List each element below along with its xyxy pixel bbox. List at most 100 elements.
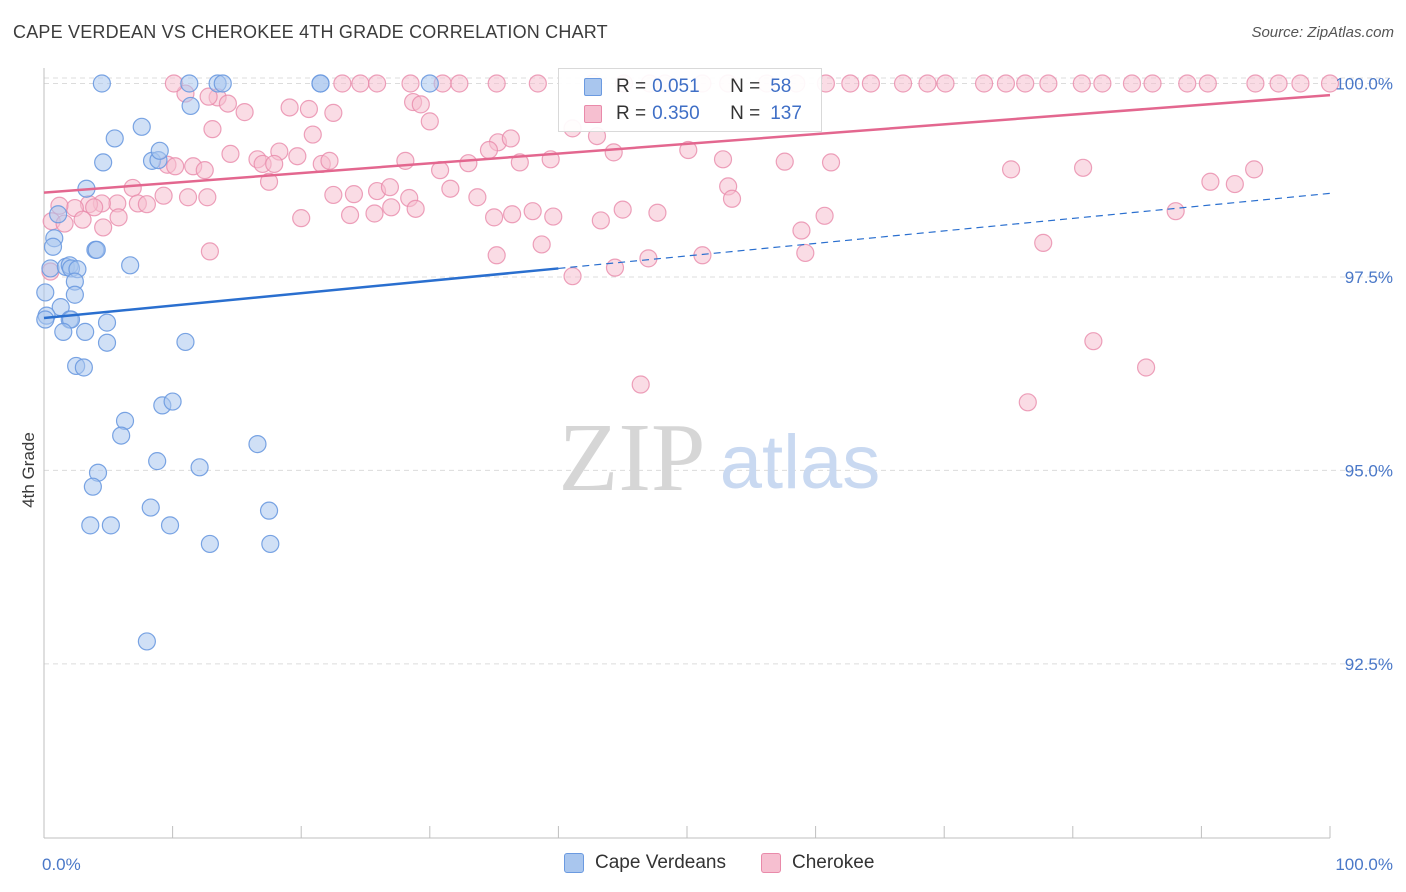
cherokee-point xyxy=(841,74,860,93)
cherokee-point xyxy=(974,74,994,93)
cherokee-point xyxy=(1143,74,1162,93)
cherokee-point xyxy=(411,95,430,114)
cherokee-point xyxy=(479,140,499,160)
cape-verdean-point xyxy=(101,516,120,535)
cape-verdean-point xyxy=(150,141,169,160)
cherokee-point xyxy=(679,140,698,160)
cherokee-point xyxy=(501,129,520,148)
cherokee-point xyxy=(109,208,128,227)
y-tick-labels: 100.0% 97.5% 95.0% 92.5% xyxy=(1335,74,1393,673)
cherokee-point xyxy=(292,209,311,228)
cherokee-point xyxy=(450,74,469,93)
cherokee-point xyxy=(1198,74,1217,93)
cape-verdean-point xyxy=(41,259,60,278)
cape-verdean-point xyxy=(132,117,151,136)
cape-verdean-point xyxy=(248,435,267,454)
cape-verdean-trend-extension xyxy=(558,192,1331,270)
legend-row-cape-verdeans: R = 0.051 N = 58 xyxy=(559,74,791,100)
cherokee-point xyxy=(815,206,834,225)
cherokee-point xyxy=(73,210,92,229)
y-tick-label: 97.5% xyxy=(1345,268,1393,287)
cherokee-point xyxy=(235,103,254,122)
cape-verdean-point xyxy=(180,74,199,93)
cherokee-point xyxy=(265,154,284,174)
cherokee-point xyxy=(532,235,551,254)
cherokee-point xyxy=(468,188,487,207)
cherokee-point xyxy=(485,208,504,227)
cherokee-point xyxy=(344,185,364,204)
cherokee-point xyxy=(1246,74,1265,93)
cherokee-point xyxy=(459,154,478,173)
cherokee-point xyxy=(1320,74,1340,93)
cherokee-point xyxy=(613,200,632,219)
legend-item-cherokee[interactable]: Cherokee xyxy=(761,852,874,874)
y-tick-label: 95.0% xyxy=(1345,461,1393,480)
watermark-atlas: atlas xyxy=(720,420,881,505)
cherokee-point xyxy=(367,74,387,93)
cherokee-point xyxy=(195,161,214,180)
cherokee-point xyxy=(821,153,841,172)
cherokee-point xyxy=(221,144,240,163)
cape-verdean-points xyxy=(36,74,439,651)
cherokee-point xyxy=(1137,358,1156,377)
cherokee-point xyxy=(333,74,352,93)
legend-swatch-pink xyxy=(584,105,602,123)
cherokee-point xyxy=(1001,160,1021,179)
cherokee-point xyxy=(401,74,420,93)
cherokee-point xyxy=(1122,74,1142,93)
cherokee-point xyxy=(299,99,319,119)
cherokee-point xyxy=(861,74,880,93)
cherokee-point xyxy=(722,189,742,208)
cherokee-point xyxy=(648,203,667,222)
y-tick-label: 92.5% xyxy=(1345,655,1393,674)
cherokee-point xyxy=(510,153,529,172)
cherokee-point xyxy=(320,151,339,170)
cherokee-point xyxy=(1016,74,1035,93)
cape-verdean-point xyxy=(97,333,117,352)
n-label: N = xyxy=(730,76,761,97)
cherokee-point xyxy=(1291,74,1310,93)
cherokee-point xyxy=(1018,393,1037,412)
cherokee-point xyxy=(631,375,650,394)
cherokee-point xyxy=(503,205,522,224)
cape-verdean-point xyxy=(97,313,117,332)
cape-verdean-point xyxy=(213,74,232,93)
r-label: R = xyxy=(616,76,647,97)
cape-verdean-point xyxy=(43,237,63,256)
cherokee-point xyxy=(1084,332,1103,351)
r-label: R = xyxy=(616,103,647,124)
legend-item-cape-verdeans[interactable]: Cape Verdeans xyxy=(564,852,726,874)
cape-verdean-point xyxy=(105,129,124,148)
cherokee-point xyxy=(604,143,623,162)
cherokee-point xyxy=(324,185,343,205)
cherokee-point xyxy=(1039,74,1058,93)
trend-lines xyxy=(43,93,1331,320)
cherokee-point xyxy=(1166,202,1185,221)
cherokee-point xyxy=(137,195,156,214)
stats-legend: R = 0.051 N = 58 R = 0.350 N = 137 xyxy=(558,68,822,132)
cape-verdean-point xyxy=(261,534,280,554)
cape-verdean-point xyxy=(190,458,209,477)
cherokee-point xyxy=(380,178,400,197)
cherokee-point xyxy=(365,204,384,223)
legend-swatch-blue xyxy=(564,853,584,873)
cape-verdean-point xyxy=(74,358,93,377)
cape-verdean-point xyxy=(141,498,160,517)
cherokee-point xyxy=(1072,74,1091,93)
cherokee-point xyxy=(792,221,811,240)
cherokee-point xyxy=(1093,74,1112,93)
cherokee-point xyxy=(591,211,610,230)
cape-verdean-point xyxy=(54,322,73,341)
cherokee-point xyxy=(288,147,307,166)
cape-verdean-point xyxy=(163,392,182,411)
legend-swatch-pink xyxy=(761,853,781,873)
cape-verdean-point xyxy=(65,285,84,304)
x-tick-label: 0.0% xyxy=(42,855,81,874)
cherokee-point xyxy=(1225,174,1244,194)
watermark-zip: ZIP xyxy=(559,404,706,512)
cape-verdean-point xyxy=(92,74,111,93)
cherokee-point xyxy=(200,242,219,261)
cape-verdean-point xyxy=(176,332,195,352)
r-value: 0.350 xyxy=(652,103,700,124)
cape-verdean-point xyxy=(36,283,55,302)
